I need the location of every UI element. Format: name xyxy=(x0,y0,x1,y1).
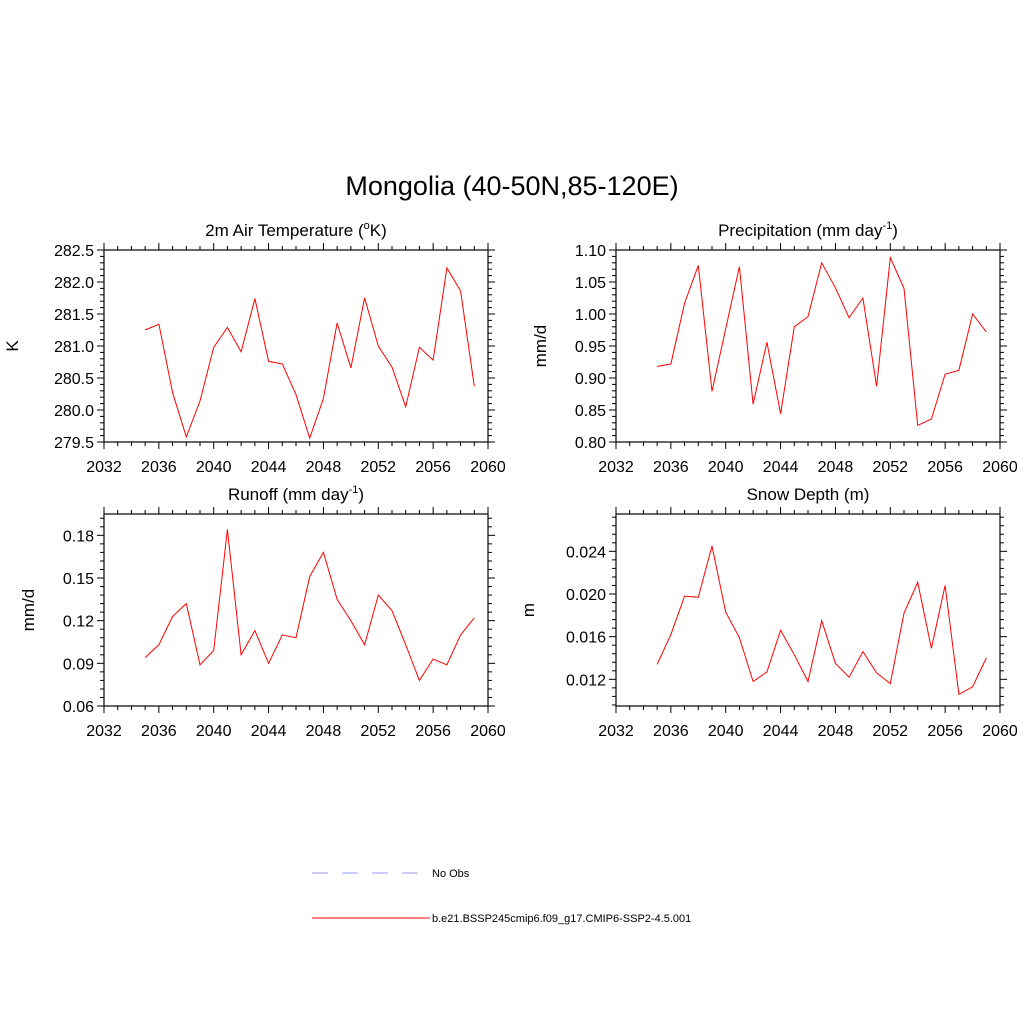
y-axis-label: mm/d xyxy=(531,325,550,368)
y-tick-label: 279.5 xyxy=(54,435,94,452)
y-tick-label: 281.0 xyxy=(54,339,94,356)
panel-title: Runoff (mm day-1) xyxy=(228,484,364,504)
panel-title: 2m Air Temperature (oK) xyxy=(205,220,387,240)
y-tick-label: 0.18 xyxy=(63,528,94,545)
x-tick-label: 2048 xyxy=(818,723,854,740)
plot-frame xyxy=(615,513,1001,707)
chart-panel-3: 2032 2036 2040 2044 2048 2052 2056 2060 0.012 0.0… xyxy=(519,485,1018,740)
chart-panel-1: 2032 2036 2040 2044 2048 2052 2056 2060 0.80 0.85… xyxy=(531,220,1018,476)
plot-frame xyxy=(103,249,489,443)
series-line-0 xyxy=(656,545,987,696)
series-line-0 xyxy=(144,529,475,682)
x-tick-label: 2036 xyxy=(653,723,689,740)
y-tick-label: 1.00 xyxy=(575,307,606,324)
y-tick-label: 0.85 xyxy=(575,403,606,420)
y-tick-label: 0.95 xyxy=(575,339,606,356)
y-tick-label: 0.012 xyxy=(566,672,606,689)
x-tick-label: 2048 xyxy=(306,459,342,476)
legend: No Obs b.e21.BSSP245cmip6.f09_g17.CMIP6-… xyxy=(312,868,691,925)
x-tick-label: 2044 xyxy=(763,459,799,476)
x-tick-label: 2044 xyxy=(251,459,287,476)
x-tick-label: 2060 xyxy=(470,459,506,476)
x-tick-label: 2060 xyxy=(982,723,1018,740)
y-axis-label: m xyxy=(519,603,538,617)
panels-group: 2032 2036 2040 2044 2048 2052 2056 2060 279.5 280… xyxy=(3,220,1018,740)
chart-panel-2: 2032 2036 2040 2044 2048 2052 2056 2060 0.06 0.09… xyxy=(19,484,506,740)
x-tick-label: 2052 xyxy=(360,723,396,740)
x-tick-label: 2060 xyxy=(982,459,1018,476)
y-tick-label: 0.09 xyxy=(63,656,94,673)
x-tick-label: 2052 xyxy=(872,723,908,740)
x-tick-label: 2036 xyxy=(653,459,689,476)
x-tick-label: 2044 xyxy=(251,723,287,740)
figure-title: Mongolia (40-50N,85-120E) xyxy=(345,171,678,201)
x-tick-label: 2032 xyxy=(598,459,634,476)
x-tick-label: 2040 xyxy=(196,459,232,476)
y-axis-label: K xyxy=(3,340,22,352)
x-tick-label: 2056 xyxy=(415,459,451,476)
x-tick-label: 2036 xyxy=(141,459,177,476)
y-tick-label: 1.05 xyxy=(575,275,606,292)
x-tick-label: 2048 xyxy=(306,723,342,740)
y-tick-label: 282.5 xyxy=(54,243,94,260)
x-tick-label: 2036 xyxy=(141,723,177,740)
series-line-0 xyxy=(657,255,987,427)
y-tick-label: 0.80 xyxy=(575,435,606,452)
y-tick-label: 280.0 xyxy=(54,403,94,420)
x-tick-label: 2044 xyxy=(763,723,799,740)
panel-title: Precipitation (mm day-1) xyxy=(718,220,898,240)
x-tick-label: 2032 xyxy=(86,723,122,740)
y-tick-label: 280.5 xyxy=(54,371,94,388)
x-tick-label: 2040 xyxy=(708,459,744,476)
y-tick-label: 0.90 xyxy=(575,371,606,388)
legend-label-no-obs: No Obs xyxy=(432,868,470,880)
panel-title: Snow Depth (m) xyxy=(747,485,870,504)
legend-label-model: b.e21.BSSP245cmip6.f09_g17.CMIP6-SSP2-4.… xyxy=(432,913,691,925)
y-tick-label: 0.15 xyxy=(63,571,94,588)
x-tick-label: 2056 xyxy=(927,459,963,476)
x-tick-label: 2052 xyxy=(872,459,908,476)
y-tick-label: 281.5 xyxy=(54,307,94,324)
y-tick-label: 282.0 xyxy=(54,275,94,292)
chart-panel-0: 2032 2036 2040 2044 2048 2052 2056 2060 279.5 280… xyxy=(3,220,506,476)
x-tick-label: 2040 xyxy=(708,723,744,740)
x-tick-label: 2048 xyxy=(818,459,854,476)
x-tick-label: 2032 xyxy=(86,459,122,476)
x-tick-label: 2060 xyxy=(470,723,506,740)
y-axis-label: mm/d xyxy=(19,589,38,632)
x-tick-label: 2056 xyxy=(415,723,451,740)
y-tick-label: 0.06 xyxy=(63,699,94,716)
y-tick-label: 1.10 xyxy=(575,243,606,260)
x-tick-label: 2056 xyxy=(927,723,963,740)
y-tick-label: 0.024 xyxy=(566,544,606,561)
x-tick-label: 2052 xyxy=(360,459,396,476)
plot-frame xyxy=(103,513,489,707)
y-tick-label: 0.020 xyxy=(566,587,606,604)
y-tick-label: 0.12 xyxy=(63,614,94,631)
series-line-0 xyxy=(144,266,475,440)
y-tick-label: 0.016 xyxy=(566,630,606,647)
plot-frame xyxy=(615,249,1001,443)
x-tick-label: 2040 xyxy=(196,723,232,740)
x-tick-label: 2032 xyxy=(598,723,634,740)
